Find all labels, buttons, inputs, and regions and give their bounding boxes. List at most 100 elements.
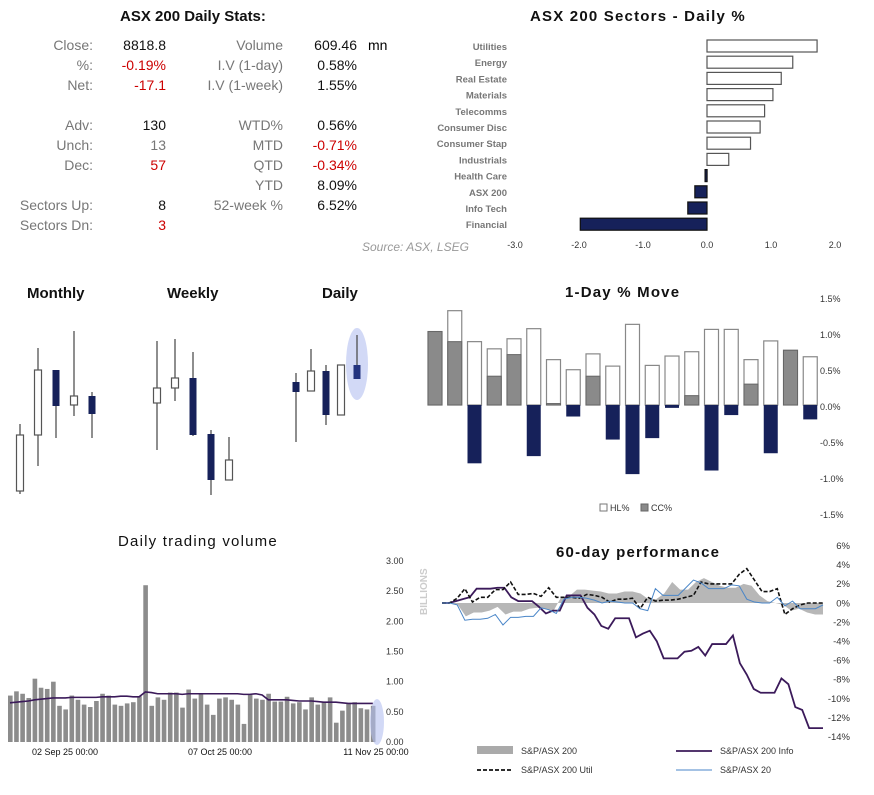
volume-bar xyxy=(235,704,241,742)
hl-bar xyxy=(664,355,680,406)
volume-bar xyxy=(278,701,284,742)
sector-x-tick: 1.0 xyxy=(765,240,778,250)
volume-bar xyxy=(118,705,124,742)
sector-bar xyxy=(706,55,794,69)
candle-body xyxy=(33,369,43,436)
cc-bar xyxy=(665,405,679,408)
one-day-move-title: 1-Day % Move xyxy=(565,284,681,301)
volume-bar xyxy=(223,697,228,742)
candle-body xyxy=(207,434,215,480)
sector-label: Materials xyxy=(466,91,507,102)
volume-x-tick: 07 Oct 25 00:00 xyxy=(188,747,252,757)
cc-bar xyxy=(447,341,463,406)
stat-value: -0.19% xyxy=(121,57,166,73)
move-y-tick: -1.0% xyxy=(820,474,844,484)
perf-y-tick: -8% xyxy=(833,675,850,686)
cc-bar xyxy=(763,405,778,454)
cc-bar xyxy=(506,354,522,406)
candle-body xyxy=(69,395,79,406)
highlight-ellipse xyxy=(370,699,384,745)
volume-bar xyxy=(284,696,290,742)
volume-bar xyxy=(14,691,19,742)
move-y-tick: -0.5% xyxy=(820,438,844,448)
cc-bar xyxy=(743,383,759,406)
perf-y-tick: 0% xyxy=(836,598,850,609)
volume-bar xyxy=(217,698,222,742)
volume-unit: mn xyxy=(368,37,388,53)
hl-bar xyxy=(526,328,542,406)
perf-line-1 xyxy=(442,586,823,730)
candle-body xyxy=(152,387,162,404)
legend-cc-swatch xyxy=(640,503,649,512)
volume-y-tick: 3.00 xyxy=(386,556,404,566)
candle-body xyxy=(336,364,346,416)
stat-label: Unch: xyxy=(56,137,93,153)
volume-y-tick: 1.00 xyxy=(386,677,404,687)
cc-bar xyxy=(625,405,640,475)
volume-bar xyxy=(38,687,44,742)
volume-bar xyxy=(358,708,364,742)
volume-y-tick: 2.00 xyxy=(386,616,404,626)
volume-bar xyxy=(87,707,93,742)
sector-bar xyxy=(706,71,782,86)
stat-label: %: xyxy=(76,57,93,73)
volume-y-tick: 0.50 xyxy=(386,707,404,717)
cc-bar xyxy=(803,405,818,420)
sectors-title: ASX 200 Sectors - Daily % xyxy=(530,8,746,25)
volume-bar xyxy=(186,689,191,742)
volume-bar xyxy=(364,709,370,742)
cc-bar xyxy=(585,375,601,406)
candle-body xyxy=(170,377,180,389)
hl-bar xyxy=(802,356,818,406)
stat-value: 3 xyxy=(158,217,166,233)
volume-bar xyxy=(297,702,302,742)
cc-bar xyxy=(467,405,482,464)
sector-x-tick: 2.0 xyxy=(829,240,842,250)
stat-value: 0.56% xyxy=(317,117,357,133)
sector-x-tick: -3.0 xyxy=(507,240,523,250)
stat-value: 8.09% xyxy=(317,177,357,193)
stat-value: 1.55% xyxy=(317,77,357,93)
volume-bar xyxy=(260,699,265,742)
sector-label: Financial xyxy=(466,220,507,231)
volume-bar xyxy=(137,696,142,742)
volume-bar xyxy=(241,723,247,742)
cc-bar xyxy=(724,405,739,416)
cc-bar xyxy=(546,403,561,406)
volume-bar xyxy=(272,701,278,742)
volume-bar xyxy=(161,699,167,742)
stat-value: -0.71% xyxy=(312,137,357,153)
legend-cc-label: CC% xyxy=(651,503,672,513)
volume-bar xyxy=(94,700,99,742)
sector-label: Energy xyxy=(475,58,508,69)
volume-bar xyxy=(174,692,179,742)
candle-body xyxy=(353,365,361,379)
volume-bar xyxy=(210,714,216,742)
sector-bar xyxy=(706,39,818,53)
sector-label: Consumer Stap xyxy=(437,139,507,150)
volume-bar xyxy=(143,585,148,742)
candle-body xyxy=(292,382,300,392)
stat-label: Sectors Dn: xyxy=(19,217,93,233)
sector-bar xyxy=(706,87,774,102)
perf-y-tick: 6% xyxy=(836,541,850,552)
perf-y-tick: -4% xyxy=(833,637,850,648)
performance-title: 60-day performance xyxy=(556,544,721,561)
hl-bar xyxy=(644,364,660,406)
stat-label: YTD xyxy=(255,177,283,193)
volume-bar xyxy=(44,688,50,742)
volume-bar xyxy=(346,703,351,742)
cc-bar xyxy=(526,405,541,457)
stat-value: 13 xyxy=(150,137,166,153)
sector-label: Health Care xyxy=(454,172,507,183)
hl-bar xyxy=(763,340,779,406)
stat-label: QTD xyxy=(253,157,283,173)
sector-x-tick: -1.0 xyxy=(635,240,651,250)
stat-label: MTD xyxy=(252,137,283,153)
cc-bar xyxy=(645,405,660,439)
stat-value: 8818.8 xyxy=(123,37,166,53)
stat-value: -17.1 xyxy=(134,77,166,93)
sector-label: Utilities xyxy=(473,42,507,53)
move-y-tick: 0.5% xyxy=(820,366,841,376)
volume-bar xyxy=(327,697,333,742)
